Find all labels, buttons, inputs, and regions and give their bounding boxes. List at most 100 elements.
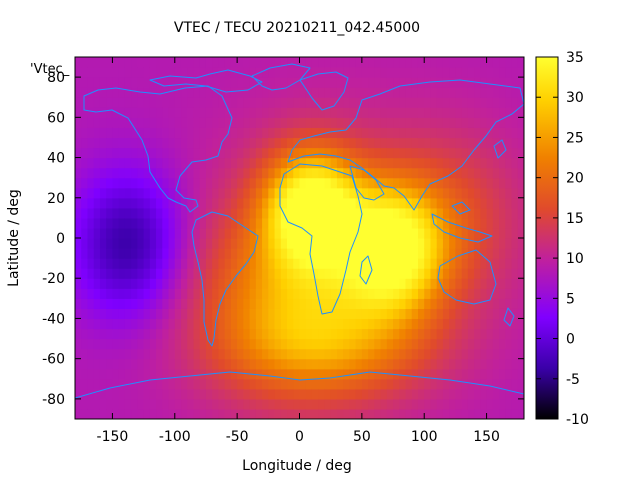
heat-cell [118, 87, 126, 98]
heat-cell [386, 127, 394, 139]
heat-cell [187, 368, 195, 380]
heat-cell [168, 328, 176, 340]
heat-cell [137, 408, 145, 419]
heat-cell [511, 67, 519, 78]
heat-cell [143, 298, 151, 309]
heat-cell [131, 268, 138, 279]
heat-cell [243, 137, 251, 149]
heat-cell [405, 248, 413, 259]
heat-cell [424, 328, 432, 340]
heat-cell [124, 388, 132, 400]
heat-cell [311, 238, 319, 249]
heat-cell [343, 358, 350, 370]
heat-cell [374, 348, 382, 360]
heat-cell [374, 217, 382, 229]
heat-cell [124, 358, 132, 370]
heat-cell [324, 308, 332, 320]
heat-cell [442, 328, 450, 340]
heat-cell [461, 167, 469, 179]
heat-cell [280, 268, 288, 279]
heat-cell [168, 67, 176, 78]
heat-cell [93, 248, 101, 259]
heat-cell [511, 117, 519, 128]
heat-cell [112, 207, 120, 219]
heat-cell [93, 368, 101, 380]
heat-cell [249, 308, 257, 320]
heat-cell [368, 187, 375, 199]
heat-cell [99, 298, 107, 309]
heat-cell [87, 378, 95, 390]
heat-cell [511, 268, 519, 279]
heat-cell [181, 177, 188, 189]
heat-cell [262, 328, 269, 340]
heat-cell [99, 117, 107, 128]
heat-cell [255, 318, 263, 330]
heat-cell [480, 408, 488, 419]
heat-cell [349, 77, 357, 88]
heat-cell [324, 288, 332, 299]
heat-cell [305, 157, 313, 169]
heat-cell [405, 217, 413, 229]
heat-cell [149, 97, 157, 108]
heat-cell [449, 157, 457, 169]
heat-cell [368, 348, 375, 360]
heat-cell [380, 97, 388, 108]
heat-cell [81, 117, 89, 128]
heat-cell [517, 348, 524, 360]
heat-cell [193, 308, 201, 320]
heat-cell [393, 248, 400, 259]
heat-cell [405, 328, 413, 340]
heat-cell [168, 278, 176, 289]
heat-cell [324, 67, 332, 78]
heat-cell [99, 167, 107, 179]
heat-cell [199, 87, 207, 98]
heat-cell [405, 378, 413, 390]
heat-cell [106, 167, 114, 179]
heat-cell [237, 157, 244, 169]
heat-cell [311, 77, 319, 88]
heat-cell [336, 408, 344, 419]
heat-cell [492, 388, 500, 400]
heat-cell [193, 388, 201, 400]
heat-cell [405, 187, 413, 199]
heat-cell [156, 348, 163, 360]
heat-cell [187, 147, 195, 159]
heat-cell [174, 67, 182, 78]
heat-cell [187, 217, 195, 229]
heat-cell [486, 87, 494, 98]
heat-cell [480, 157, 488, 169]
heat-cell [249, 258, 257, 269]
heat-cell [274, 187, 282, 199]
heat-cell [93, 348, 101, 360]
heat-cell [399, 147, 407, 159]
heat-cell [430, 368, 438, 380]
heat-cell [293, 107, 301, 118]
heat-cell [287, 258, 294, 269]
heat-cell [374, 298, 382, 309]
heat-cell [318, 348, 326, 360]
heat-cell [336, 137, 344, 149]
heat-cell [330, 117, 338, 128]
heat-cell [368, 238, 375, 249]
heat-cell [299, 127, 307, 139]
heat-cell [461, 308, 469, 320]
x-tick-label: 50 [353, 429, 371, 445]
heat-cell [274, 308, 282, 320]
heat-cell [156, 248, 163, 259]
heat-cell [474, 207, 481, 219]
heat-cell [361, 408, 369, 419]
heat-cell [255, 57, 263, 68]
heat-cell [442, 338, 450, 350]
heat-cell [143, 408, 151, 419]
heat-cell [393, 127, 400, 139]
heat-cell [480, 217, 488, 229]
heat-cell [424, 217, 432, 229]
heat-cell [243, 147, 251, 159]
heat-cell [405, 57, 413, 68]
heat-cell [455, 298, 463, 309]
heat-cell [237, 87, 244, 98]
heat-cell [355, 328, 363, 340]
heat-cell [187, 298, 195, 309]
heat-cell [505, 398, 513, 410]
heat-cell [486, 177, 494, 189]
